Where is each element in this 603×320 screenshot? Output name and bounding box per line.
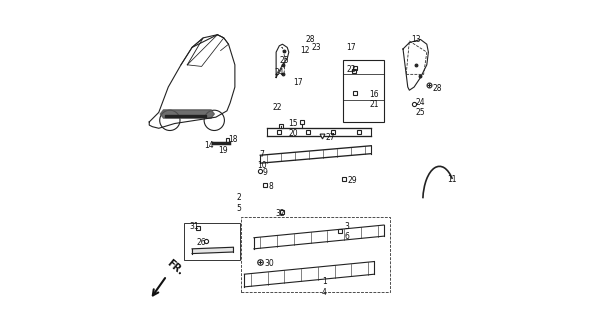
Text: 12: 12: [300, 46, 310, 55]
Bar: [241, 217, 390, 292]
Text: FR.: FR.: [165, 258, 185, 277]
Text: 8: 8: [268, 182, 273, 191]
Text: 1
4: 1 4: [322, 277, 327, 297]
Polygon shape: [165, 115, 206, 117]
Bar: [343, 60, 384, 122]
Text: 14: 14: [204, 141, 214, 150]
Text: 30: 30: [264, 259, 274, 268]
Polygon shape: [192, 247, 233, 253]
Text: 22: 22: [273, 103, 282, 112]
Bar: [184, 223, 239, 260]
Text: 2
5: 2 5: [236, 193, 241, 212]
Polygon shape: [160, 110, 214, 118]
Text: 23: 23: [311, 43, 321, 52]
Text: 17: 17: [294, 78, 303, 87]
Text: 25: 25: [279, 56, 289, 65]
Text: 31: 31: [190, 222, 200, 231]
Text: 9: 9: [263, 168, 268, 177]
Text: 11: 11: [447, 174, 456, 184]
Bar: [226, 139, 229, 142]
Text: 22: 22: [347, 65, 356, 74]
Text: 28: 28: [305, 35, 315, 44]
Text: 18: 18: [229, 135, 238, 144]
Text: 19: 19: [218, 146, 228, 155]
Text: 27: 27: [325, 133, 335, 142]
Text: 16
21: 16 21: [370, 90, 379, 109]
Text: 13: 13: [411, 35, 420, 44]
Text: 17: 17: [347, 43, 356, 52]
Text: 15
20: 15 20: [289, 119, 298, 138]
Text: 7
10: 7 10: [257, 150, 267, 170]
Text: 3
6: 3 6: [344, 222, 349, 241]
Text: 28: 28: [432, 84, 441, 93]
Text: 24
25: 24 25: [415, 98, 425, 117]
Text: 29: 29: [347, 176, 357, 185]
Text: 26: 26: [196, 238, 206, 247]
Text: 32: 32: [275, 209, 285, 219]
Text: 24: 24: [274, 68, 284, 77]
